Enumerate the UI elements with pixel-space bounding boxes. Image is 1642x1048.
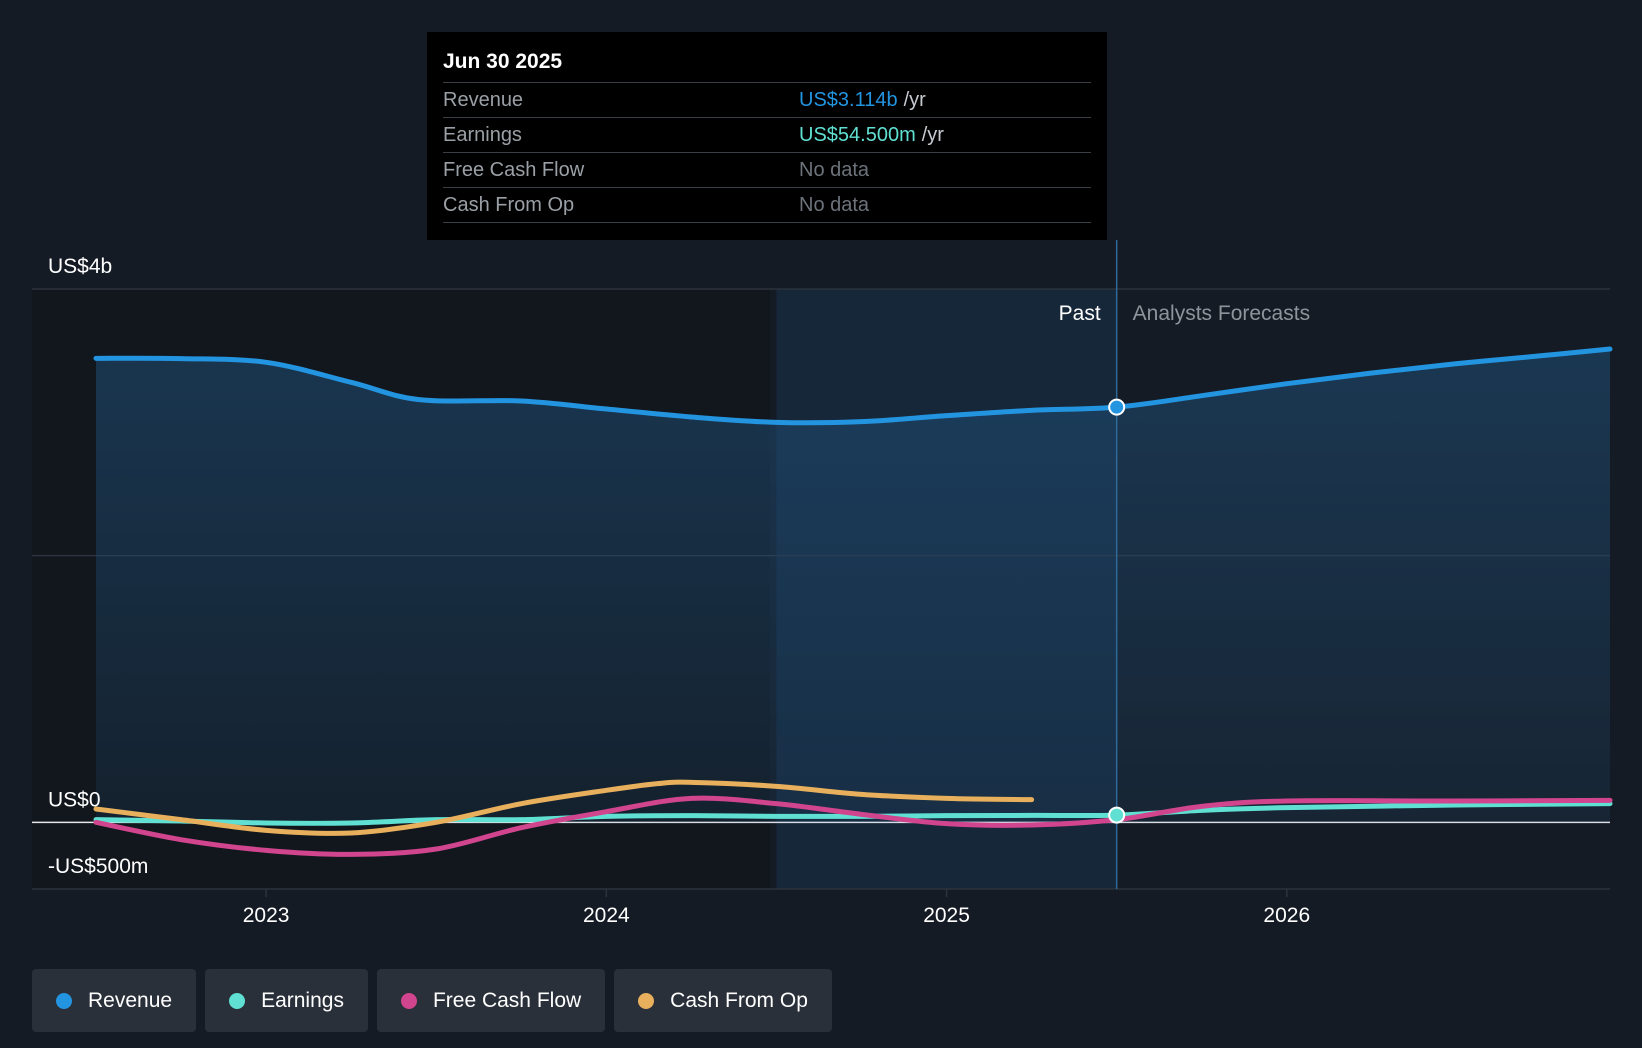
series-markers bbox=[1108, 398, 1126, 824]
legend-item-revenue[interactable]: Revenue bbox=[32, 969, 197, 1032]
tooltip-value: No data bbox=[799, 194, 870, 216]
y-axis-labels: US$4b US$0 -US$500m bbox=[48, 255, 148, 878]
legend-item-free-cash-flow[interactable]: Free Cash Flow bbox=[376, 969, 606, 1032]
tooltip-label: Free Cash Flow bbox=[443, 159, 585, 181]
tooltip-date: Jun 30 2025 bbox=[443, 50, 563, 73]
legend-label: Cash From Op bbox=[670, 988, 808, 1012]
free-cash-flow-dot-icon bbox=[400, 992, 417, 1009]
revenue-line bbox=[93, 346, 1613, 426]
free-cash-flow-line bbox=[93, 795, 1613, 857]
forecast-label: Analysts Forecasts bbox=[1133, 302, 1310, 325]
cash-from-op-line bbox=[93, 779, 1035, 836]
tooltip-unit: /yr bbox=[903, 89, 926, 111]
x-axis-label: 2025 bbox=[923, 904, 970, 927]
earnings-marker bbox=[1108, 806, 1126, 824]
tooltip-value: US$3.114b bbox=[799, 89, 898, 111]
tooltip-label: Earnings bbox=[443, 124, 522, 146]
revenue-area bbox=[96, 349, 1610, 823]
legend-label: Revenue bbox=[88, 988, 173, 1012]
tooltip-unit: /yr bbox=[921, 124, 944, 146]
y-axis-label: -US$500m bbox=[48, 855, 148, 878]
tooltip: Jun 30 2025 Revenue US$3.114b /yr Earnin… bbox=[427, 32, 1107, 240]
y-axis-label: US$0 bbox=[48, 788, 101, 811]
earnings-dot-icon bbox=[229, 992, 246, 1009]
legend-item-cash-from-op[interactable]: Cash From Op bbox=[614, 969, 832, 1032]
tooltip-row-free-cash-flow: Free Cash Flow No data bbox=[443, 152, 1091, 187]
x-axis-label: 2024 bbox=[583, 904, 630, 927]
legend: Revenue Earnings Free Cash Flow Cash Fro… bbox=[32, 969, 832, 1032]
x-axis-labels: 2023 2024 2025 2026 bbox=[243, 889, 1310, 927]
x-axis-label: 2026 bbox=[1263, 904, 1310, 927]
cash-from-op-dot-icon bbox=[638, 992, 655, 1009]
legend-label: Earnings bbox=[261, 988, 344, 1012]
tooltip-value: No data bbox=[799, 159, 870, 181]
earnings-line bbox=[93, 801, 1613, 826]
past-label: Past bbox=[1059, 302, 1101, 325]
y-axis-label: US$4b bbox=[48, 255, 112, 278]
revenue-marker bbox=[1108, 398, 1126, 416]
tooltip-label: Revenue bbox=[443, 89, 524, 111]
tooltip-label: Cash From Op bbox=[443, 194, 575, 216]
revenue-dot-icon bbox=[56, 992, 72, 1009]
legend-item-earnings[interactable]: Earnings bbox=[205, 969, 368, 1032]
tooltip-row-cash-from-op: Cash From Op No data bbox=[443, 187, 1091, 223]
series-lines bbox=[93, 346, 1613, 857]
tooltip-value: US$54.500m bbox=[799, 124, 916, 146]
area-fills bbox=[96, 349, 1610, 823]
tooltip-row-earnings: Earnings US$54.500m /yr bbox=[443, 117, 1091, 152]
tooltip-row-revenue: Revenue US$3.114b /yr bbox=[443, 82, 1091, 117]
x-axis-label: 2023 bbox=[243, 904, 290, 927]
legend-label: Free Cash Flow bbox=[432, 988, 582, 1012]
